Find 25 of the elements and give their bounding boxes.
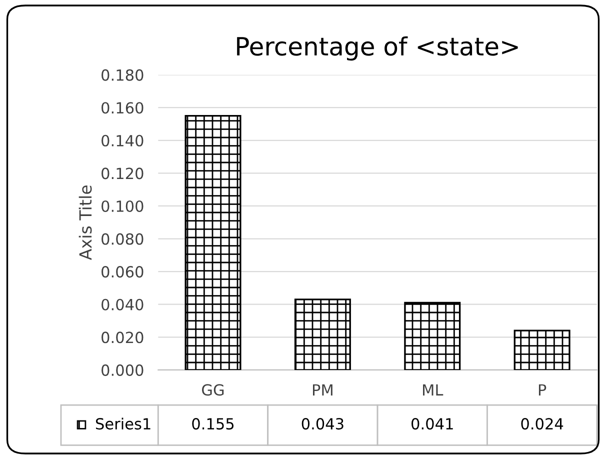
y-tick-label: 0.040 (102, 298, 144, 310)
y-tick-label: 0.140 (102, 134, 144, 146)
y-tick-label: 0.060 (102, 266, 144, 278)
bar (514, 330, 570, 370)
data-label: 0.155 (192, 418, 234, 430)
x-tick-label: ML (423, 384, 444, 396)
data-label: 0.043 (302, 418, 344, 430)
bar (294, 298, 351, 370)
data-label: 0.024 (521, 418, 564, 430)
chart-title: Percentage of <state> (237, 36, 518, 61)
x-tick-label: GG (202, 384, 224, 396)
y-tick-label: 0.180 (102, 69, 144, 81)
legend-label: Series1 (96, 418, 150, 430)
data-label: 0.041 (412, 418, 453, 430)
x-tick-label: P (538, 384, 546, 396)
y-tick-label: 0.080 (102, 233, 144, 245)
y-tick-label: 0.020 (102, 332, 144, 344)
y-tick-label: 0.160 (102, 102, 144, 114)
y-tick-label: 0.000 (102, 364, 144, 376)
y-axis-title: Axis Title (78, 185, 92, 260)
y-tick-label: 0.100 (102, 200, 144, 212)
y-tick-label: 0.120 (102, 168, 144, 180)
bar (404, 302, 461, 370)
x-tick-label: PM (312, 384, 332, 396)
bar (184, 114, 242, 370)
